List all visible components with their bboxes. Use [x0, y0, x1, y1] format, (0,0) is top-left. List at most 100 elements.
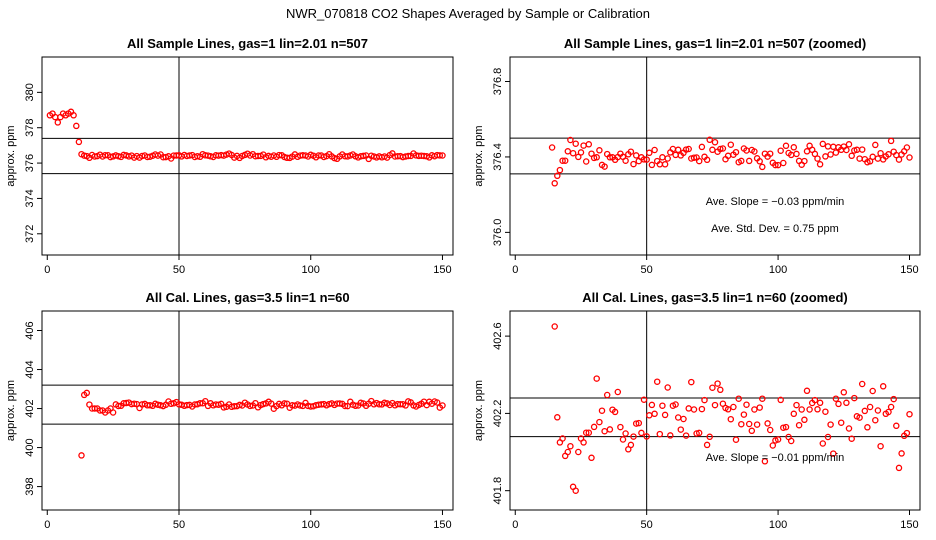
data-point: [780, 424, 787, 431]
data-point: [816, 399, 824, 407]
y-tick-label: 402.2: [492, 400, 504, 428]
data-point: [569, 149, 577, 157]
chart-panel-2: All Sample Lines, gas=1 lin=2.01 n=507 (…: [473, 36, 921, 276]
y-tick-label: 376.4: [492, 143, 504, 171]
data-point: [822, 153, 829, 160]
data-point: [717, 145, 724, 153]
y-tick-label: 401.8: [492, 477, 504, 505]
data-point: [730, 403, 737, 411]
data-point: [590, 423, 598, 431]
data-point: [714, 380, 721, 387]
y-axis-label: approx. ppm: [5, 125, 17, 186]
x-tick-label: 100: [769, 264, 787, 276]
data-point: [643, 433, 650, 440]
data-point: [801, 157, 808, 165]
data-point: [843, 399, 850, 407]
data-point: [898, 450, 905, 457]
data-point: [659, 402, 666, 409]
data-point: [115, 402, 122, 410]
panels: All Sample Lines, gas=1 lin=2.01 n=507 0 5…: [5, 36, 921, 531]
data-point: [743, 401, 750, 408]
data-point: [246, 402, 254, 410]
data-point: [759, 163, 766, 171]
data-point: [851, 394, 858, 402]
y-axis-label: approx. ppm: [473, 380, 485, 441]
data-point: [887, 403, 895, 411]
data-point: [561, 157, 569, 164]
data-points: [46, 108, 446, 163]
data-point: [685, 405, 692, 412]
data-point: [564, 448, 572, 456]
data-point: [795, 421, 803, 429]
data-point: [695, 429, 703, 437]
data-point: [717, 386, 724, 394]
data-point: [890, 395, 897, 403]
data-point: [830, 450, 837, 457]
figure-title: NWR_070818 CO2 Shapes Averaged by Sample…: [286, 6, 650, 21]
data-point: [580, 142, 587, 149]
data-point: [680, 415, 687, 423]
data-point: [83, 389, 91, 397]
data-point: [695, 157, 703, 165]
data-points: [78, 389, 446, 459]
data-point: [640, 156, 648, 163]
data-point: [664, 384, 671, 391]
data-point: [766, 150, 774, 157]
data-point: [674, 146, 682, 154]
data-point: [872, 416, 879, 424]
data-point: [78, 452, 85, 459]
data-point: [738, 420, 745, 428]
data-point: [819, 440, 827, 447]
x-tick-label: 50: [173, 519, 185, 531]
data-point: [774, 161, 782, 169]
data-point: [777, 147, 784, 154]
plot-frame: [509, 310, 921, 511]
data-point: [814, 155, 821, 162]
data-point: [806, 406, 813, 413]
data-point: [727, 141, 735, 148]
data-point: [874, 155, 882, 162]
y-tick-label: 376.0: [492, 219, 504, 247]
data-point: [803, 148, 811, 155]
x-tick-label: 50: [641, 519, 653, 531]
x-tick-label: 100: [302, 519, 320, 531]
plot-frame: [509, 56, 921, 256]
data-point: [827, 151, 834, 158]
y-tick-label: 372: [24, 225, 36, 243]
data-point: [835, 400, 842, 408]
data-point: [759, 395, 766, 402]
data-points: [548, 136, 913, 187]
data-point: [790, 410, 798, 418]
data-point: [101, 151, 109, 159]
data-point: [693, 430, 700, 437]
data-point: [352, 402, 359, 410]
annotation: Ave. Std. Dev. = 0.75 ppm: [711, 223, 839, 235]
data-point: [872, 141, 879, 149]
data-point: [814, 406, 821, 413]
data-point: [866, 403, 874, 411]
data-point: [603, 391, 611, 399]
data-point: [617, 423, 624, 431]
data-point: [202, 397, 209, 405]
data-point: [674, 414, 682, 421]
data-points: [551, 323, 913, 494]
panel-title: All Cal. Lines, gas=3.5 lin=1 n=60: [145, 290, 349, 305]
data-point: [790, 144, 798, 151]
data-point: [646, 412, 653, 419]
data-point: [887, 137, 895, 145]
data-point: [848, 152, 855, 160]
data-point: [651, 410, 658, 418]
data-point: [640, 396, 648, 403]
data-point: [895, 464, 903, 472]
data-point: [906, 154, 913, 161]
data-point: [856, 414, 863, 421]
x-tick-label: 50: [641, 264, 653, 276]
data-point: [895, 156, 903, 163]
data-point: [601, 163, 608, 170]
data-point: [643, 156, 650, 163]
annotation: Ave. Slope = −0.01 ppm/min: [706, 452, 845, 464]
data-point: [869, 387, 876, 395]
data-point: [585, 429, 593, 436]
data-point: [732, 148, 740, 156]
data-point: [879, 383, 887, 390]
